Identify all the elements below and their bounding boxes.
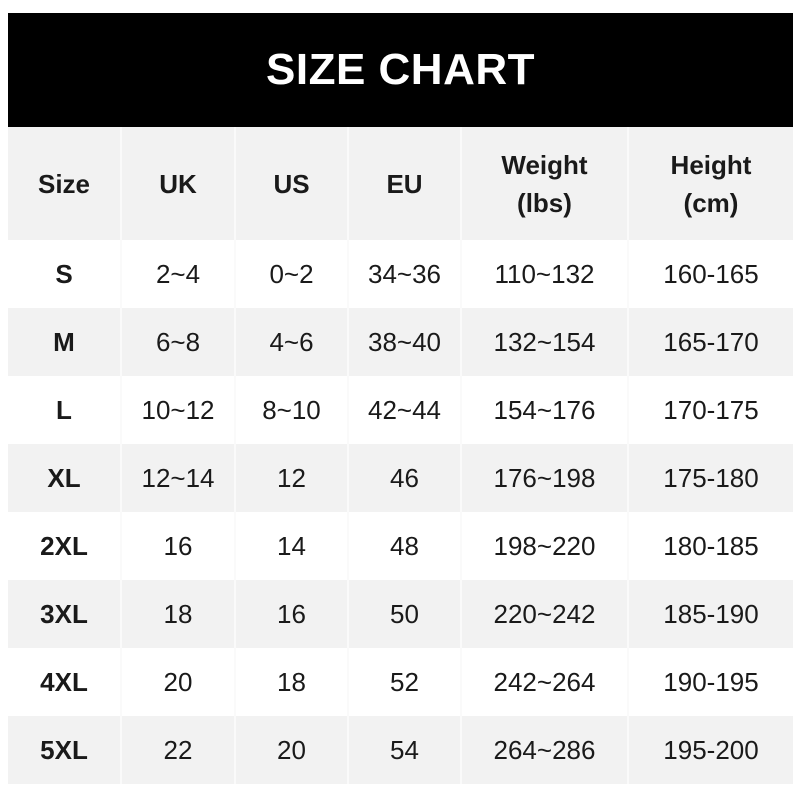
size-chart-table: Size UK US EU Weight (lbs) Height (cm) S 2~… [8,127,793,784]
column-header-height: Height (cm) [627,127,793,240]
header-row: Size UK US EU Weight (lbs) Height (cm) [8,127,793,240]
cell-uk: 2~4 [120,240,235,308]
column-header-eu: EU [347,127,461,240]
cell-height: 160-165 [627,240,793,308]
header-text: UK [159,168,197,199]
page-title: SIZE CHART [8,13,793,127]
column-header-uk: UK [120,127,235,240]
cell-size: 3XL [40,598,88,629]
cell-eu: 46 [347,444,461,512]
cell-weight: 154~176 [460,376,628,444]
table-row: 4XL 20 18 52 242~264 190-195 [8,648,793,716]
cell-eu: 34~36 [347,240,461,308]
header-unit: (lbs) [517,187,572,218]
column-header-size: Size [8,127,121,240]
header-text: Weight [501,149,588,180]
cell-uk: 18 [120,580,235,648]
cell-size: 4XL [40,666,88,697]
column-header-us: US [234,127,348,240]
cell-height: 180-185 [627,512,793,580]
cell-size: M [53,326,75,357]
cell-weight: 110~132 [460,240,628,308]
table-row: XL 12~14 12 46 176~198 175-180 [8,444,793,512]
cell-uk: 6~8 [120,308,235,376]
cell-uk: 16 [120,512,235,580]
cell-height: 185-190 [627,580,793,648]
cell-eu: 52 [347,648,461,716]
cell-weight: 220~242 [460,580,628,648]
cell-size: 2XL [40,530,88,561]
cell-size: 5XL [40,734,88,765]
cell-weight: 264~286 [460,716,628,784]
cell-us: 20 [234,716,348,784]
header-unit: (cm) [683,187,739,218]
cell-size: S [55,258,73,289]
table-row: S 2~4 0~2 34~36 110~132 160-165 [8,240,793,308]
cell-height: 195-200 [627,716,793,784]
cell-weight: 132~154 [460,308,628,376]
header-text: Height [670,149,752,180]
cell-uk: 20 [120,648,235,716]
cell-uk: 12~14 [120,444,235,512]
cell-eu: 38~40 [347,308,461,376]
cell-us: 12 [234,444,348,512]
cell-eu: 48 [347,512,461,580]
header-text: EU [386,168,423,199]
cell-height: 170-175 [627,376,793,444]
table-row: M 6~8 4~6 38~40 132~154 165-170 [8,308,793,376]
table-row: L 10~12 8~10 42~44 154~176 170-175 [8,376,793,444]
cell-height: 165-170 [627,308,793,376]
header-text: Size [37,168,91,199]
cell-uk: 10~12 [120,376,235,444]
cell-us: 18 [234,648,348,716]
cell-weight: 242~264 [460,648,628,716]
cell-eu: 50 [347,580,461,648]
cell-weight: 198~220 [460,512,628,580]
cell-us: 0~2 [234,240,348,308]
cell-us: 14 [234,512,348,580]
table-row: 2XL 16 14 48 198~220 180-185 [8,512,793,580]
cell-us: 4~6 [234,308,348,376]
cell-height: 190-195 [627,648,793,716]
cell-height: 175-180 [627,444,793,512]
cell-uk: 22 [120,716,235,784]
cell-us: 8~10 [234,376,348,444]
table-row: 3XL 18 16 50 220~242 185-190 [8,580,793,648]
header-text: US [273,168,310,199]
table-row: 5XL 22 20 54 264~286 195-200 [8,716,793,784]
cell-weight: 176~198 [460,444,628,512]
cell-size: XL [47,462,81,493]
cell-size: L [56,394,72,425]
cell-us: 16 [234,580,348,648]
column-header-weight: Weight (lbs) [460,127,628,240]
cell-eu: 54 [347,716,461,784]
cell-eu: 42~44 [347,376,461,444]
